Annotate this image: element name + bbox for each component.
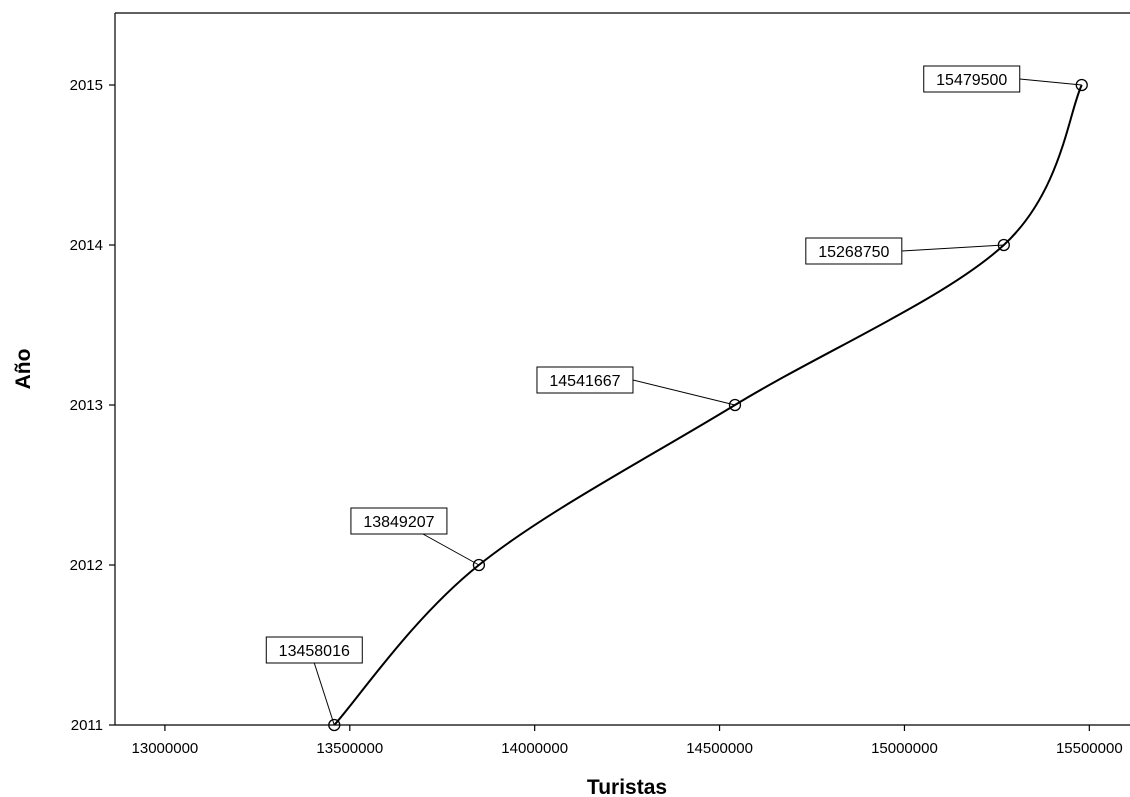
x-tick-label: 15000000 bbox=[871, 740, 938, 757]
x-tick-label: 13500000 bbox=[316, 740, 383, 757]
x-tick-label: 13000000 bbox=[132, 740, 199, 757]
data-point bbox=[1075, 78, 1088, 92]
x-tick-label: 14000000 bbox=[501, 740, 568, 757]
x-ticks: 13000000 13500000 14000000 14500000 15000000… bbox=[132, 725, 1123, 757]
y-tick-label: 2011 bbox=[71, 717, 103, 734]
x-axis-title: Turistas bbox=[587, 776, 667, 797]
data-label-box bbox=[350, 507, 448, 535]
data-point bbox=[328, 718, 341, 732]
data-label-box bbox=[923, 65, 1021, 93]
y-tick-label: 2015 bbox=[70, 77, 103, 94]
data-labels: 13458016 13849207 14541667 15268750 15479500 bbox=[265, 65, 1082, 726]
x-tick-label: 15500000 bbox=[1056, 740, 1123, 757]
data-label: 14541667 bbox=[549, 373, 620, 390]
label-leader-line bbox=[1019, 78, 1082, 86]
data-label-box bbox=[536, 366, 634, 394]
data-label: 13458016 bbox=[279, 643, 350, 660]
data-label-box bbox=[805, 237, 903, 265]
label-leader-line bbox=[313, 662, 335, 726]
y-axis-title: Año bbox=[12, 349, 35, 390]
y-tick-label: 2012 bbox=[70, 557, 103, 574]
y-tick-label: 2014 bbox=[70, 237, 103, 254]
data-point bbox=[728, 398, 742, 412]
label-leader-line bbox=[422, 533, 480, 566]
data-label: 13849207 bbox=[363, 514, 434, 531]
data-point bbox=[472, 558, 486, 572]
data-label: 15479500 bbox=[936, 72, 1007, 89]
label-leader-line bbox=[901, 244, 1004, 252]
data-label: 15268750 bbox=[818, 244, 889, 261]
axes bbox=[114, 12, 1130, 726]
data-label-box bbox=[265, 636, 363, 664]
label-leader-line bbox=[632, 379, 736, 406]
x-tick-label: 14500000 bbox=[686, 740, 753, 757]
y-tick-label: 2013 bbox=[70, 397, 103, 414]
y-ticks: 2011 2012 2013 2014 2015 bbox=[70, 77, 115, 734]
